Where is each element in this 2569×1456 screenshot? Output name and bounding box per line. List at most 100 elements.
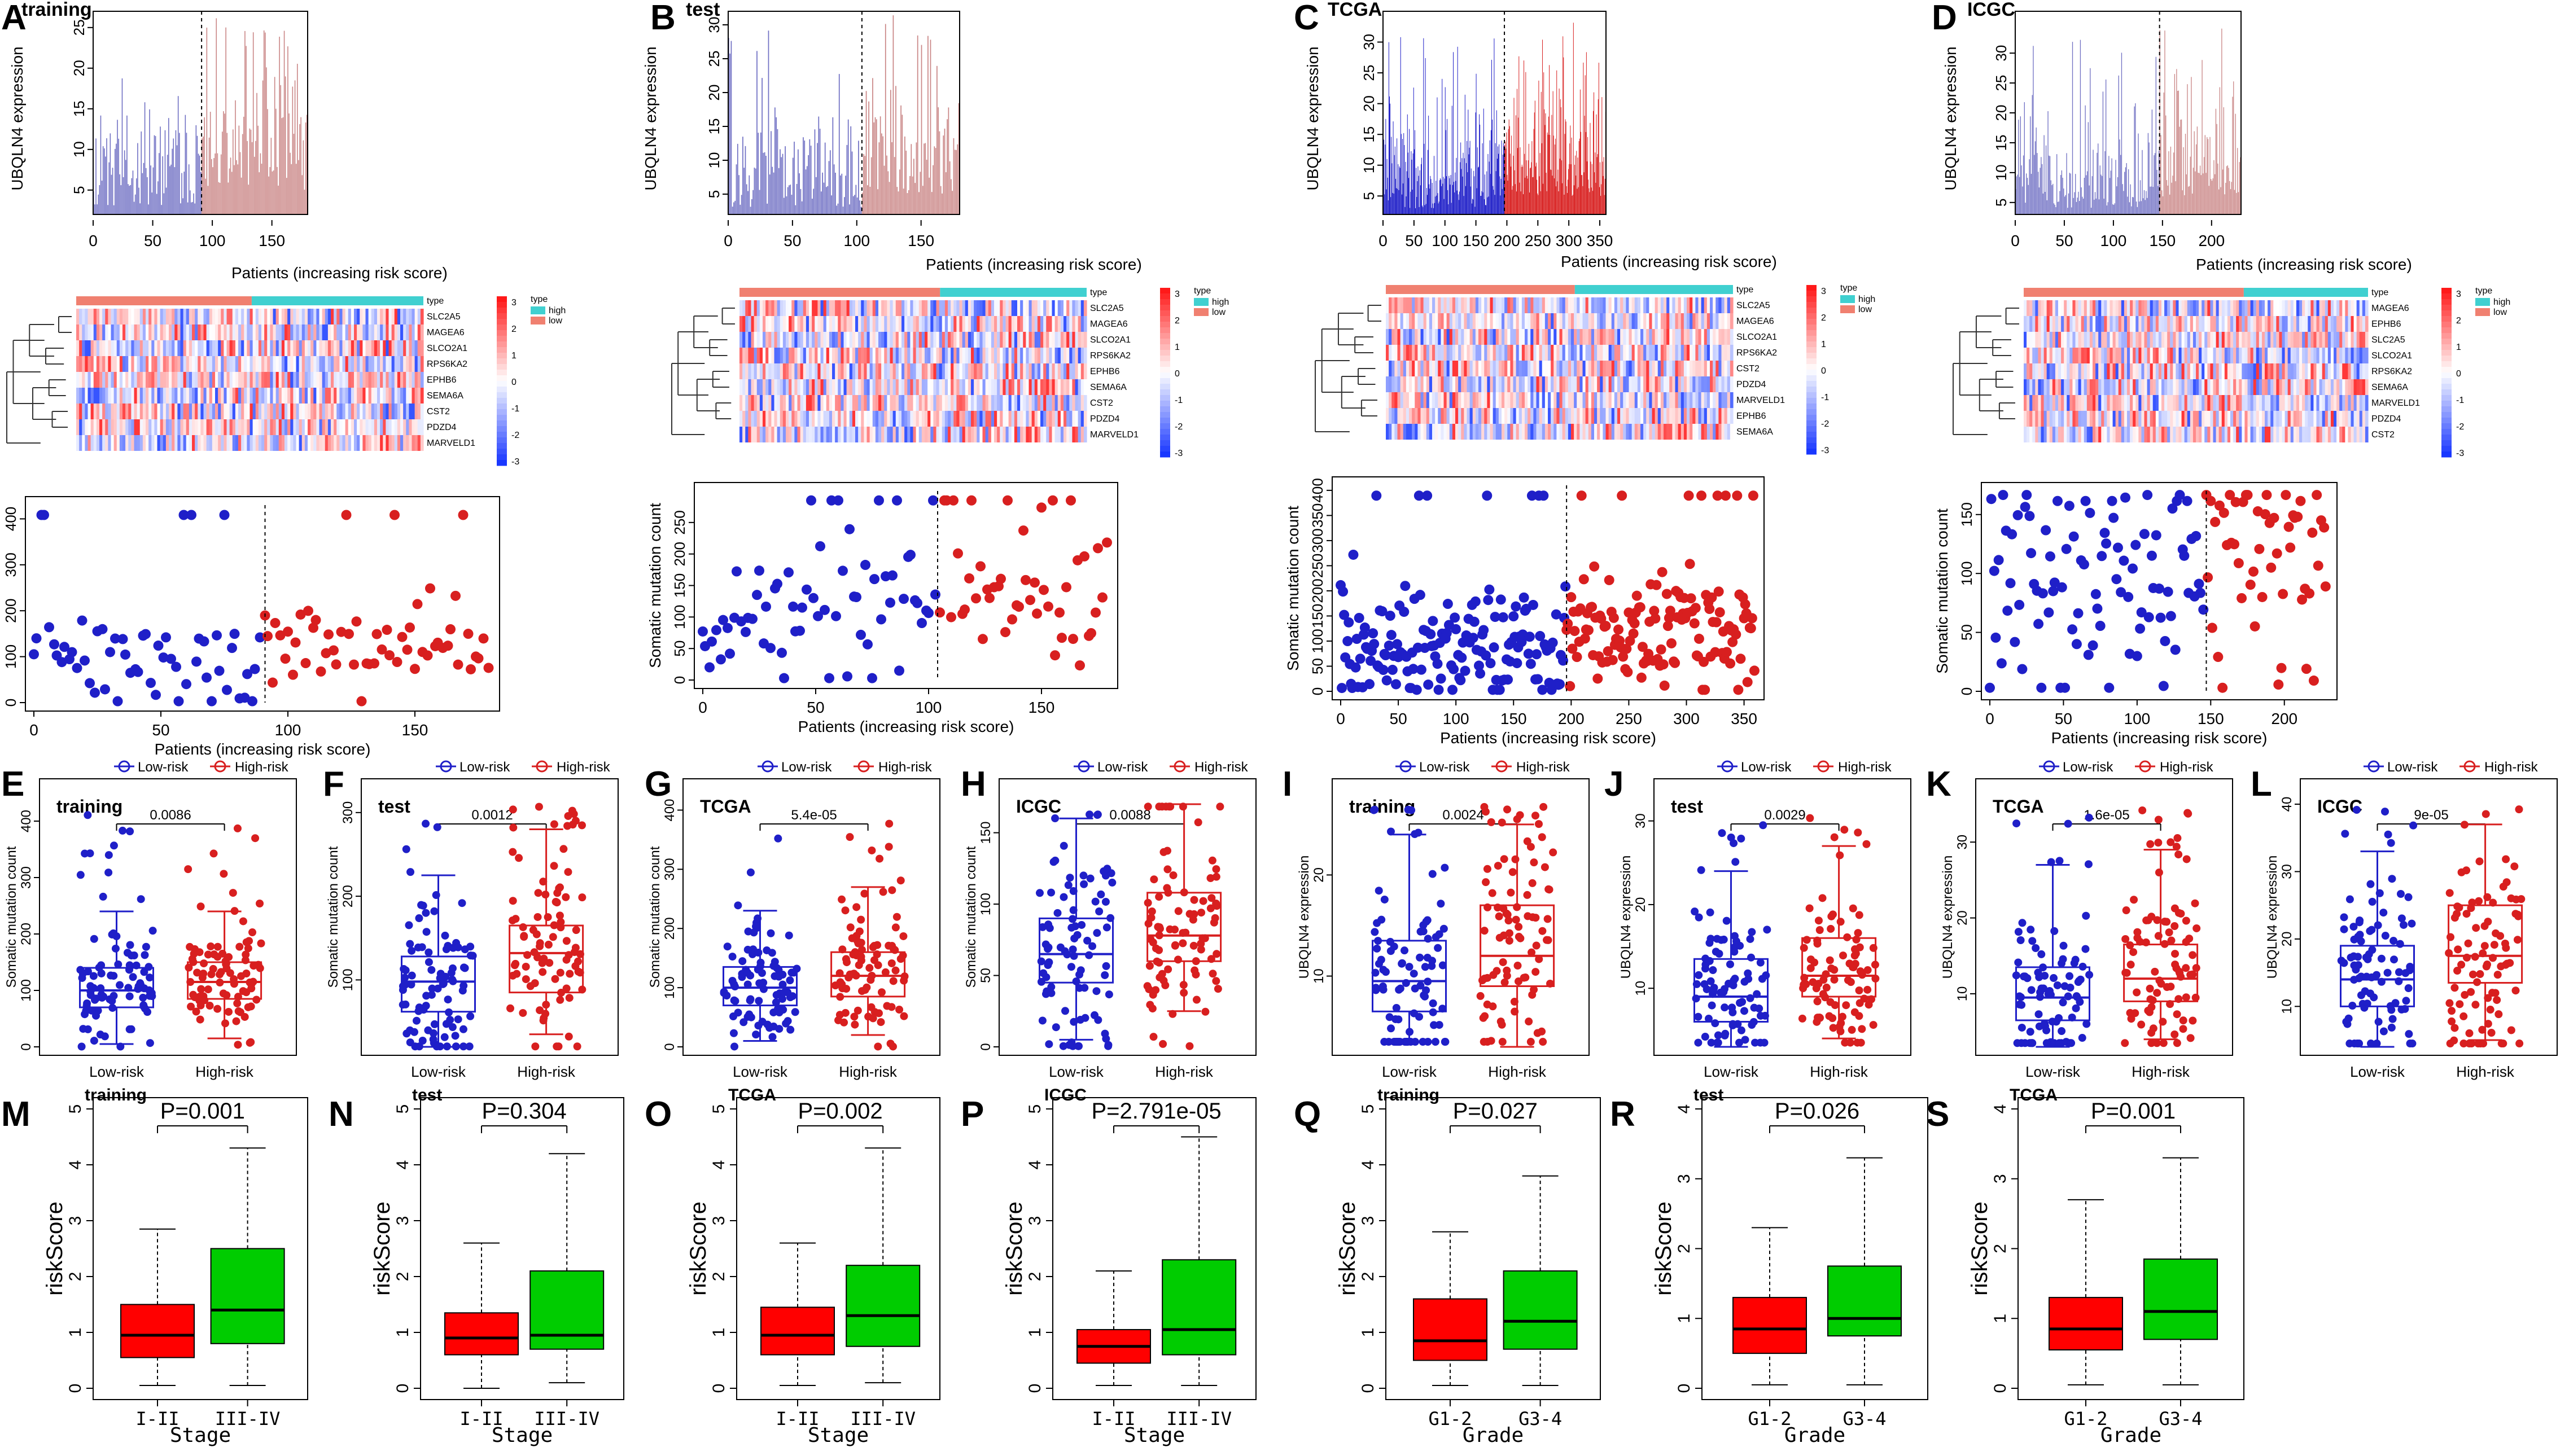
heat-cell <box>1713 329 1716 345</box>
heat-cell <box>777 379 781 395</box>
heat-cell <box>250 404 253 419</box>
heat-cell <box>1620 345 1623 361</box>
expression-bar <box>119 174 121 214</box>
heat-cell <box>238 356 242 372</box>
heat-cell <box>1565 361 1569 376</box>
heat-cell <box>832 395 835 411</box>
heat-cell <box>325 324 329 340</box>
heat-cell <box>417 324 421 340</box>
heat-cell <box>1721 297 1725 313</box>
heat-cell <box>1582 376 1586 392</box>
heat-cell <box>1017 427 1021 442</box>
heat-cell <box>1446 424 1450 440</box>
heat-cell <box>1080 316 1084 332</box>
mutation-point <box>1447 685 1458 695</box>
mutation-point <box>1661 589 1672 599</box>
heat-cell <box>165 419 169 435</box>
heat-cell <box>1420 313 1424 329</box>
heat-cell <box>1054 395 1058 411</box>
heat-cell <box>371 340 375 356</box>
heat-cell <box>82 324 85 340</box>
heat-cell <box>780 332 784 348</box>
mutation-point <box>1699 656 1709 667</box>
heat-cell <box>1605 329 1609 345</box>
heat-cell <box>849 316 853 332</box>
colorbar-step <box>497 381 507 387</box>
heat-cell <box>1513 313 1517 329</box>
expression-bar <box>815 177 817 214</box>
heat-cell <box>203 404 207 419</box>
heat-cell <box>1695 376 1699 392</box>
mutation-point <box>466 664 476 674</box>
heat-cell <box>96 404 100 419</box>
heat-cell <box>406 324 409 340</box>
heat-cell <box>1713 345 1716 361</box>
heat-cell <box>1391 313 1395 329</box>
heat-cell <box>1037 379 1041 395</box>
heat-cell <box>979 363 983 379</box>
heat-cell <box>235 324 239 340</box>
heat-cell <box>1438 313 1441 329</box>
expression-bar <box>1456 190 1458 214</box>
x-tick-label: 50 <box>807 699 824 716</box>
heat-cell <box>895 411 899 427</box>
heat-cell <box>380 324 383 340</box>
mutation-point <box>1560 581 1571 592</box>
expression-bar <box>124 150 125 214</box>
heat-cell <box>403 356 406 372</box>
expression-bar <box>1505 148 1507 214</box>
heat-cell <box>1600 297 1603 313</box>
heat-cell <box>1652 329 1656 345</box>
heat-cell <box>1394 408 1398 424</box>
expression-bar <box>259 172 260 214</box>
heat-cell <box>1553 329 1557 345</box>
heat-cell <box>910 300 914 316</box>
heat-cell <box>177 404 181 419</box>
heat-cell <box>907 379 911 395</box>
heat-cell <box>1443 329 1447 345</box>
heat-cell <box>304 340 308 356</box>
heat-cell <box>1438 424 1441 440</box>
mutation-point <box>1508 611 1519 622</box>
heat-cell <box>927 363 931 379</box>
expression-bar <box>1445 87 1446 214</box>
heat-cell <box>310 435 314 451</box>
heat-cell <box>1403 361 1407 376</box>
expression-bar <box>795 205 796 214</box>
heat-cell <box>261 388 265 404</box>
mutation-point <box>1050 650 1060 661</box>
heat-cell <box>1666 297 1670 313</box>
heat-cell <box>1521 424 1525 440</box>
heat-cell <box>157 435 161 451</box>
heat-cell <box>290 356 294 372</box>
heat-cell <box>1556 361 1560 376</box>
expression-bar <box>183 172 185 214</box>
heat-cell <box>1481 424 1485 440</box>
expression-bar <box>1391 163 1393 214</box>
heat-cell <box>1502 424 1505 440</box>
heat-cell <box>345 388 349 404</box>
expression-bar <box>1539 176 1540 214</box>
heat-cell <box>933 348 937 363</box>
heat-cell <box>250 419 253 435</box>
expression-bar <box>286 178 287 214</box>
heat-cell <box>1655 424 1658 440</box>
heat-cell <box>1675 408 1679 424</box>
heat-cell <box>1438 329 1441 345</box>
heat-cell <box>157 340 161 356</box>
heat-cell <box>789 379 792 395</box>
heat-cell <box>890 379 894 395</box>
heat-cell <box>994 348 997 363</box>
heat-cell <box>148 372 152 388</box>
colorbar-step <box>1806 308 1817 314</box>
heat-cell <box>165 435 169 451</box>
heat-cell <box>812 411 815 427</box>
heat-cell <box>1017 379 1021 395</box>
expression-bar <box>206 27 208 214</box>
heat-cell <box>864 395 868 411</box>
heat-cell <box>843 316 847 332</box>
heat-cell <box>1637 345 1641 361</box>
heat-cell <box>904 300 908 316</box>
heat-cell <box>1539 408 1543 424</box>
